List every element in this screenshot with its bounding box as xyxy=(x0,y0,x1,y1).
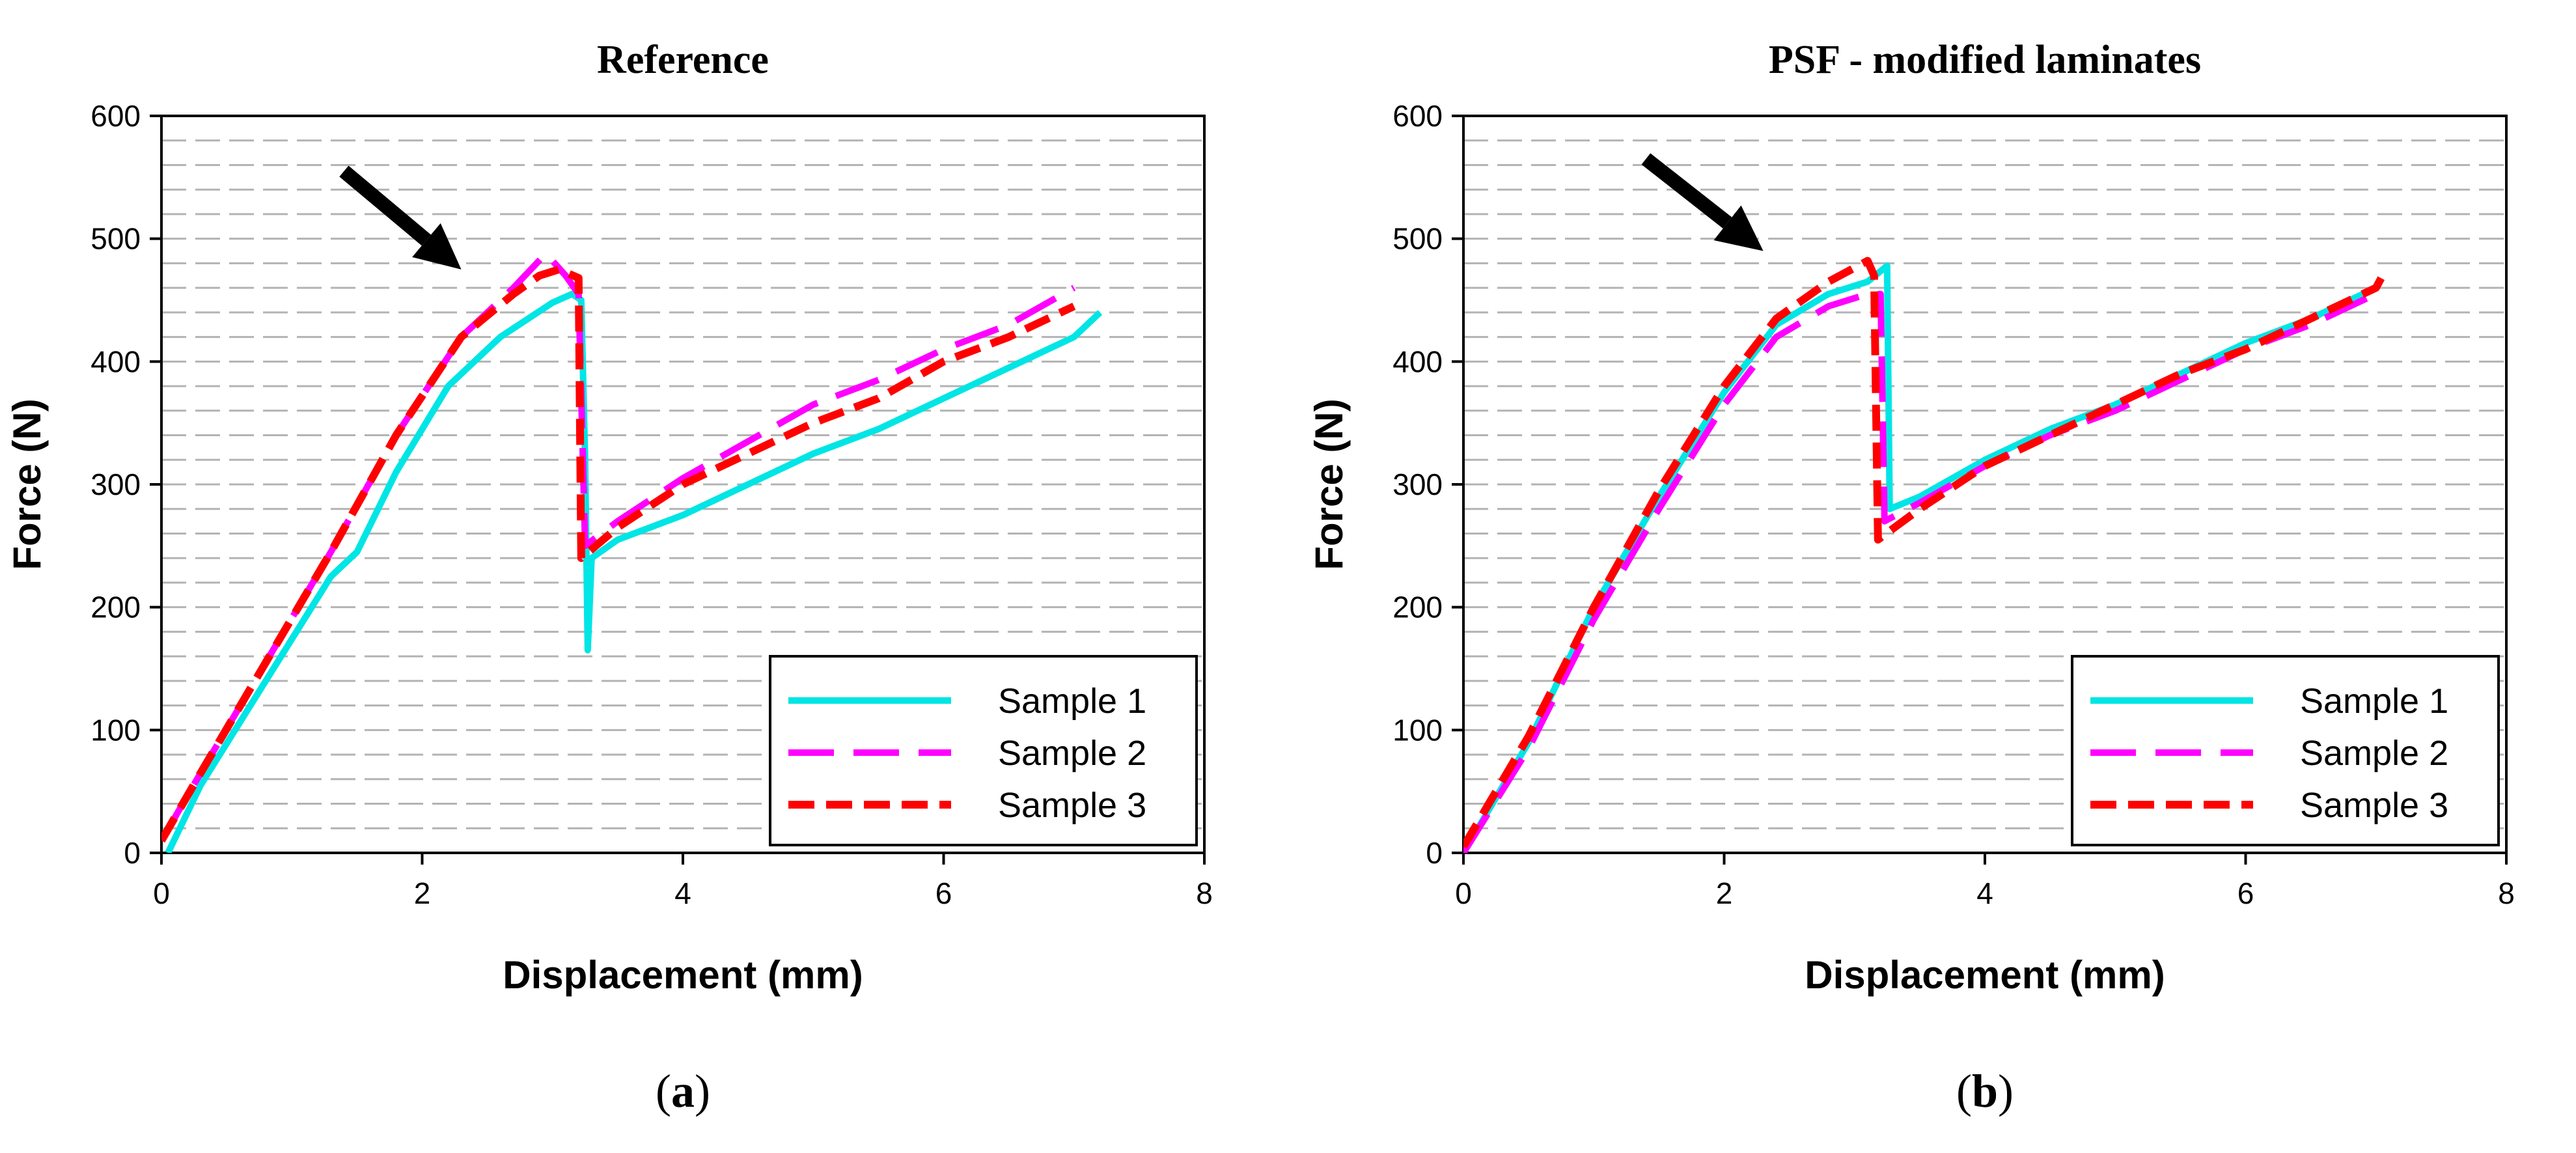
panel-caption: (a) xyxy=(656,1065,710,1117)
x-tick-label: 0 xyxy=(1455,876,1472,910)
x-tick-label: 0 xyxy=(153,876,170,910)
x-tick-label: 8 xyxy=(1196,876,1213,910)
arrow-head xyxy=(1713,205,1764,251)
panel-caption: (b) xyxy=(1956,1065,2014,1117)
y-tick-label: 300 xyxy=(90,467,141,501)
panel-caption-letter: b xyxy=(1972,1065,1998,1117)
x-tick-label: 6 xyxy=(935,876,952,910)
series-group xyxy=(161,250,1103,853)
y-tick-label: 600 xyxy=(90,99,141,133)
x-tick-label: 4 xyxy=(674,876,691,910)
x-tick-label: 8 xyxy=(2498,876,2515,910)
legend-box xyxy=(2071,655,2500,846)
legend-label-3: Sample 3 xyxy=(2300,786,2448,825)
arrow-shaft xyxy=(339,165,431,246)
arrow-head xyxy=(412,223,462,270)
gridlines xyxy=(161,139,1204,829)
y-tick-label: 100 xyxy=(1392,713,1443,747)
legend-label-2: Sample 2 xyxy=(998,734,1146,773)
y-tick-label: 500 xyxy=(90,222,141,256)
x-tick-label: 2 xyxy=(414,876,431,910)
y-tick-label: 400 xyxy=(90,344,141,378)
legend-label-3: Sample 3 xyxy=(998,786,1146,825)
y-tick-label: 300 xyxy=(1392,467,1443,501)
x-axis-label: Displacement (mm) xyxy=(503,953,863,997)
series-line-2 xyxy=(161,250,1076,842)
legend-box xyxy=(769,655,1198,846)
x-tick-label: 4 xyxy=(1976,876,1993,910)
y-axis-label: Force (N) xyxy=(5,398,49,570)
legend: Sample 1 Sample 2 Sample 3 xyxy=(769,655,1198,846)
panel-caption-letter: a xyxy=(671,1065,695,1117)
x-tick-label: 2 xyxy=(1716,876,1733,910)
y-tick-label: 200 xyxy=(1392,590,1443,624)
y-tick-label: 0 xyxy=(1426,836,1443,870)
series-group xyxy=(1463,257,2387,853)
chart-panel-b: PSF - modified laminates 0 100 200 300 400 500… xyxy=(1307,38,2515,1117)
y-tick-label: 600 xyxy=(1392,99,1443,133)
legend: Sample 1 Sample 2 Sample 3 xyxy=(2071,655,2500,846)
chart-title: Reference xyxy=(597,38,769,82)
y-tick-label: 0 xyxy=(124,836,141,870)
gridlines xyxy=(1463,139,2506,829)
y-tick-label: 400 xyxy=(1392,344,1443,378)
y-tick-label: 500 xyxy=(1392,222,1443,256)
y-tick-label: 100 xyxy=(90,713,141,747)
legend-label-1: Sample 1 xyxy=(998,682,1146,721)
legend-label-2: Sample 2 xyxy=(2300,734,2448,773)
x-axis-label: Displacement (mm) xyxy=(1805,953,2165,997)
chart-title: PSF - modified laminates xyxy=(1769,38,2201,82)
x-tick-label: 6 xyxy=(2237,876,2254,910)
arrow-shaft xyxy=(1641,153,1732,229)
y-tick-label: 200 xyxy=(90,590,141,624)
series-line-3 xyxy=(1463,257,2387,849)
chart-panel-a: Reference 0 100 200 300 400 500 600 0 2 4 6 8 Displac… xyxy=(5,38,1213,1117)
y-axis-label: Force (N) xyxy=(1307,398,1351,570)
legend-label-1: Sample 1 xyxy=(2300,682,2448,721)
series-line-3 xyxy=(161,265,1076,843)
